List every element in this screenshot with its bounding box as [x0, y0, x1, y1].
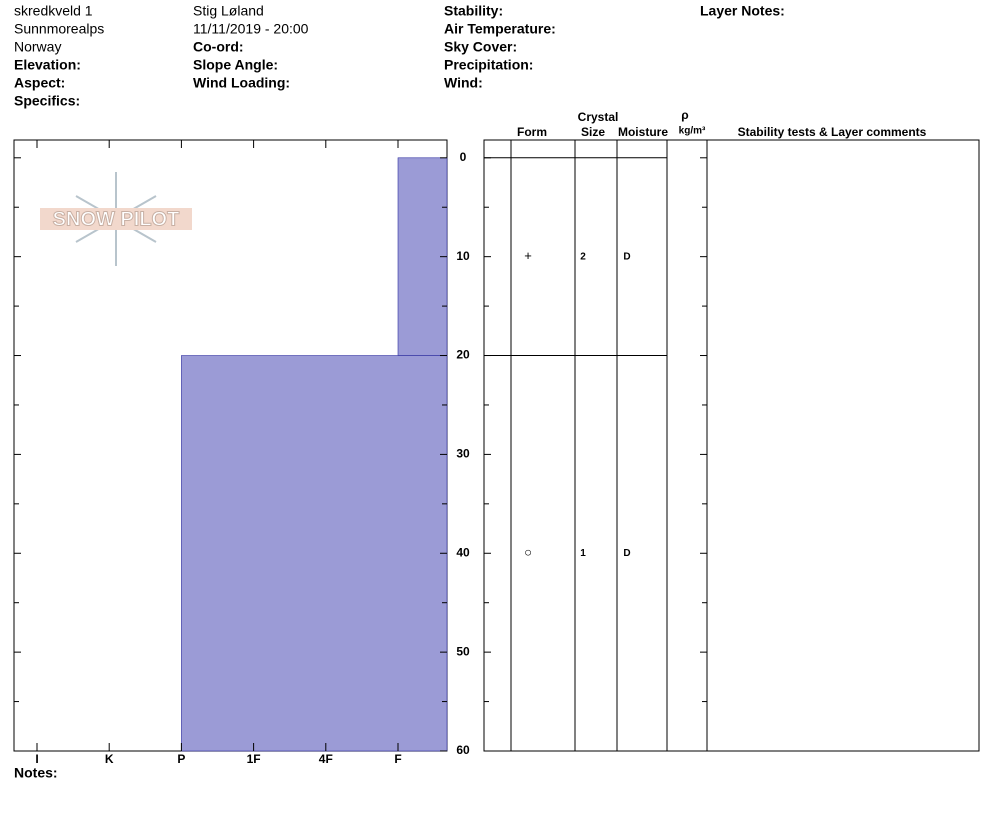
- layer-table-frame: [483, 139, 980, 752]
- col-form: Form: [517, 125, 547, 139]
- col-size: Size: [581, 125, 605, 139]
- col-density-symbol: ρ: [681, 108, 688, 122]
- logo-text: SNOW PILOT: [53, 208, 180, 230]
- country: Norway: [14, 39, 61, 55]
- col-density-unit: kg/m³: [679, 126, 706, 137]
- stability: Stability:: [444, 3, 503, 19]
- datetime: 11/11/2019 - 20:00: [193, 21, 309, 37]
- slope-angle: Slope Angle:: [193, 57, 278, 73]
- col-crystal: Crystal: [578, 110, 619, 124]
- hardness-label: P: [177, 752, 185, 766]
- depth-label: 0: [460, 150, 467, 164]
- hardness-bar: [181, 355, 448, 752]
- layer-form: +: [524, 248, 532, 263]
- col-comments: Stability tests & Layer comments: [738, 125, 927, 139]
- depth-label: 40: [456, 545, 470, 559]
- elevation: Elevation:: [14, 57, 81, 73]
- observer: Stig Løland: [193, 3, 264, 19]
- hardness-label: 1F: [247, 752, 261, 766]
- area: Sunnmorealps: [14, 21, 104, 37]
- depth-label: 50: [456, 644, 470, 658]
- wind: Wind:: [444, 75, 483, 91]
- hardness-bar: [397, 157, 448, 356]
- layer-notes: Layer Notes:: [700, 3, 785, 19]
- hardness-label: F: [394, 752, 401, 766]
- hardness-label: I: [35, 752, 38, 766]
- air-temperature: Air Temperature:: [444, 21, 556, 37]
- hardness-label: 4F: [319, 752, 333, 766]
- precipitation: Precipitation:: [444, 57, 533, 73]
- layer-size: 1: [580, 548, 586, 559]
- sky-cover: Sky Cover:: [444, 39, 517, 55]
- layer-moisture: D: [623, 548, 630, 559]
- depth-label: 20: [456, 348, 470, 362]
- specifics: Specifics:: [14, 93, 80, 109]
- aspect: Aspect:: [14, 75, 65, 91]
- hardness-label: K: [105, 752, 114, 766]
- col-moisture: Moisture: [618, 125, 668, 139]
- layer-size: 2: [580, 251, 586, 262]
- layer-moisture: D: [623, 251, 630, 262]
- logo: SNOW PILOT: [40, 172, 192, 266]
- layer-form: ○: [524, 545, 532, 560]
- notes: Notes:: [14, 765, 58, 781]
- coord: Co-ord:: [193, 39, 244, 55]
- site: skredkveld 1: [14, 3, 93, 19]
- depth-label: 60: [456, 743, 470, 757]
- depth-label: 10: [456, 249, 470, 263]
- depth-label: 30: [456, 447, 470, 461]
- wind-loading: Wind Loading:: [193, 75, 290, 91]
